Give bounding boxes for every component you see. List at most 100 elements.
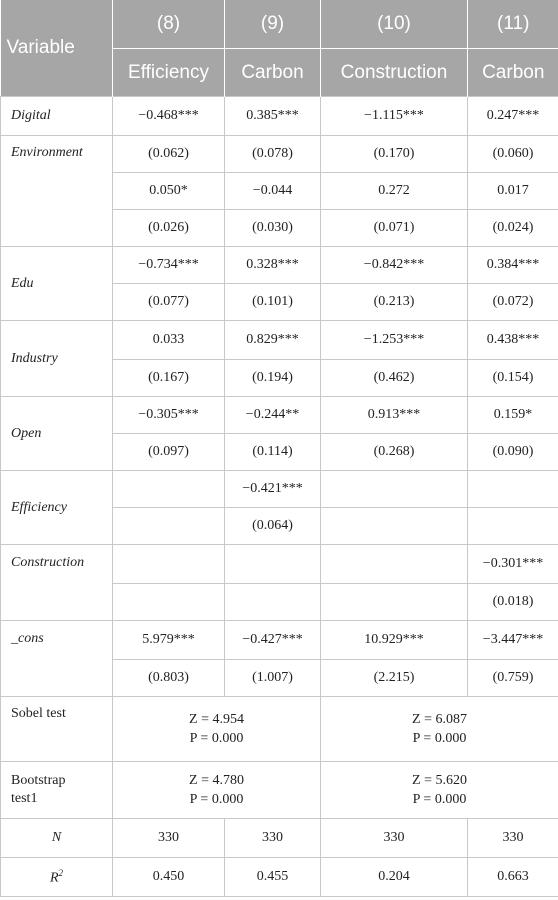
cell: (0.062) — [112, 135, 225, 173]
bootstrap-label-line2: test1 — [11, 791, 38, 806]
bootstrap-left-z: Z = 4.780 — [189, 773, 244, 788]
bootstrap-right: Z = 5.620 P = 0.000 — [320, 761, 558, 819]
cell: 0.159* — [467, 396, 558, 434]
bootstrap-left-p: P = 0.000 — [189, 792, 244, 807]
cell — [112, 583, 225, 621]
row-label-construction: Construction — [0, 544, 113, 621]
row-label-n: N — [0, 818, 113, 858]
cell: 330 — [112, 818, 225, 858]
cell: (0.024) — [467, 209, 558, 247]
subheader-construction: Construction — [320, 48, 468, 97]
header-row-names: Efficiency Carbon Construction Carbon — [1, 48, 558, 97]
row-label-environment: Environment — [0, 135, 113, 247]
cell: (0.194) — [224, 359, 321, 397]
row-label-edu: Edu — [0, 246, 113, 321]
table-row: Sobel test Z = 4.954 P = 0.000 Z = 6.087… — [0, 696, 558, 762]
header-row-numbers: Variable (8) (9) (10) (11) — [0, 0, 558, 97]
cell: 0.385*** — [224, 96, 321, 136]
cell: (0.064) — [224, 507, 321, 545]
cell: (0.018) — [467, 583, 558, 621]
cell — [224, 544, 321, 584]
cell: (0.097) — [112, 433, 225, 471]
cell — [320, 544, 468, 584]
table-row: 0.050* −0.044 0.272 0.017 — [1, 172, 558, 210]
table-row: Open −0.305*** −0.244** 0.913*** 0.159* — [0, 396, 558, 471]
cell: 0.913*** — [320, 396, 468, 434]
cell: (2.215) — [320, 659, 468, 697]
cell — [467, 470, 558, 508]
cell: (1.007) — [224, 659, 321, 697]
col-header-11: (11) — [467, 0, 558, 49]
bootstrap-label-line1: Bootstrap — [11, 773, 66, 788]
r2-sup: 2 — [58, 867, 64, 878]
row-label-digital: Digital — [0, 96, 113, 136]
cell: 0.455 — [224, 857, 321, 897]
sobel-right-z: Z = 6.087 — [412, 712, 467, 727]
cell: −0.468*** — [112, 96, 225, 136]
cell: −0.421*** — [224, 470, 321, 508]
cell: (0.154) — [467, 359, 558, 397]
cell — [320, 507, 468, 545]
table-row: _cons 5.979*** −0.427*** 10.929*** −3.44… — [0, 620, 558, 697]
table-row: Environment (0.062) (0.078) (0.170) (0.0… — [0, 135, 558, 247]
cell: (0.030) — [224, 209, 321, 247]
table-row: Digital −0.468*** 0.385*** −1.115*** 0.2… — [0, 96, 558, 136]
cell: −3.447*** — [467, 620, 558, 660]
cell: 0.050* — [112, 172, 225, 210]
cell: (0.114) — [224, 433, 321, 471]
cell: −1.115*** — [320, 96, 468, 136]
cell: −1.253*** — [320, 320, 468, 360]
sobel-left: Z = 4.954 P = 0.000 — [112, 696, 321, 762]
cell: (0.060) — [467, 135, 558, 173]
cell: 5.979*** — [112, 620, 225, 660]
cell: 0.204 — [320, 857, 468, 897]
cell — [224, 583, 321, 621]
cell: 330 — [224, 818, 321, 858]
cell: 0.328*** — [224, 246, 321, 284]
table-row: Bootstrap test1 Z = 4.780 P = 0.000 Z = … — [0, 761, 558, 819]
r2-base: R — [49, 870, 59, 886]
col-header-10: (10) — [320, 0, 468, 49]
table-row: N 330 330 330 330 — [0, 818, 558, 858]
cell: −0.244** — [224, 396, 321, 434]
table-row: Construction −0.301*** — [0, 544, 558, 621]
col-header-8: (8) — [112, 0, 225, 49]
cell: 0.247*** — [467, 96, 558, 136]
cell: (0.759) — [467, 659, 558, 697]
table-row: Industry 0.033 0.829*** −1.253*** 0.438*… — [0, 320, 558, 397]
cell: 0.438*** — [467, 320, 558, 360]
cell: (0.026) — [112, 209, 225, 247]
cell: −0.427*** — [224, 620, 321, 660]
cell — [320, 470, 468, 508]
table-row: R2 0.450 0.455 0.204 0.663 — [0, 857, 558, 897]
cell — [112, 507, 225, 545]
cell: −0.044 — [224, 172, 321, 210]
cell: (0.101) — [224, 283, 321, 321]
cell: 10.929*** — [320, 620, 468, 660]
row-label-industry: Industry — [0, 320, 113, 397]
variable-header: Variable — [0, 0, 113, 97]
sobel-left-z: Z = 4.954 — [189, 712, 244, 727]
cell: 0.272 — [320, 172, 468, 210]
cell: 0.017 — [467, 172, 558, 210]
table-row: (0.026) (0.030) (0.071) (0.024) — [1, 209, 558, 247]
table-row: (0.064) — [1, 507, 558, 545]
cell: 330 — [467, 818, 558, 858]
cell: (0.071) — [320, 209, 468, 247]
cell: (0.170) — [320, 135, 468, 173]
cell: (0.268) — [320, 433, 468, 471]
cell: (0.077) — [112, 283, 225, 321]
sobel-right-p: P = 0.000 — [412, 731, 467, 746]
cell: −0.305*** — [112, 396, 225, 434]
cell — [467, 507, 558, 545]
row-label-efficiency: Efficiency — [0, 470, 113, 545]
cell: −0.842*** — [320, 246, 468, 284]
cell: 330 — [320, 818, 468, 858]
subheader-efficiency: Efficiency — [112, 48, 225, 97]
sobel-left-p: P = 0.000 — [189, 731, 244, 746]
cell — [112, 544, 225, 584]
cell: (0.213) — [320, 283, 468, 321]
cell: 0.033 — [112, 320, 225, 360]
bootstrap-right-z: Z = 5.620 — [412, 773, 467, 788]
